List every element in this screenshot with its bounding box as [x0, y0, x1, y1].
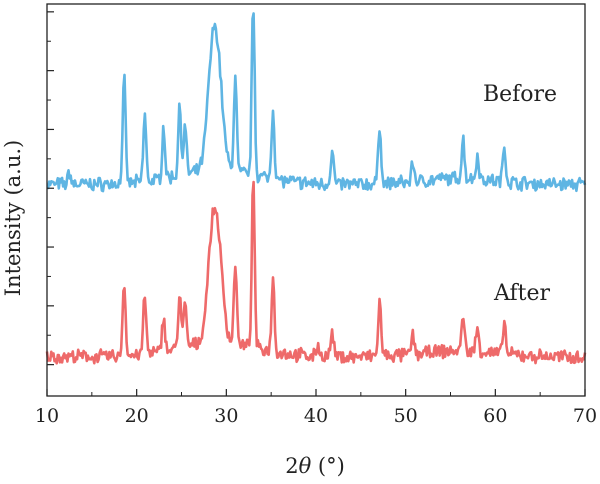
series-label-after: After: [493, 281, 551, 306]
series-line-before: [46, 12, 587, 193]
series-line-after: [45, 180, 587, 365]
x-axis-title-prefix: 2: [285, 454, 298, 478]
x-axis-title: 2θ (°): [285, 454, 345, 478]
x-tick-label: 20: [125, 405, 149, 427]
x-axis-title-unit: (°): [311, 454, 345, 478]
x-tick-label: 40: [304, 405, 328, 427]
series-labels: Before After: [483, 82, 557, 306]
y-axis-ticks: [47, 11, 54, 366]
x-tick-label: 10: [35, 405, 59, 427]
x-tick-label: 60: [483, 405, 507, 427]
x-tick-label: 30: [214, 405, 238, 427]
plot-area: [45, 12, 587, 365]
y-axis-title: Intensity (a.u.): [1, 140, 25, 296]
x-tick-label: 50: [394, 405, 418, 427]
x-tick-label: 70: [573, 405, 597, 427]
x-axis-title-theta: θ: [299, 454, 312, 478]
series-label-before: Before: [483, 82, 557, 107]
x-axis-ticks: 10 20 30 40 50 60 70: [35, 389, 597, 427]
